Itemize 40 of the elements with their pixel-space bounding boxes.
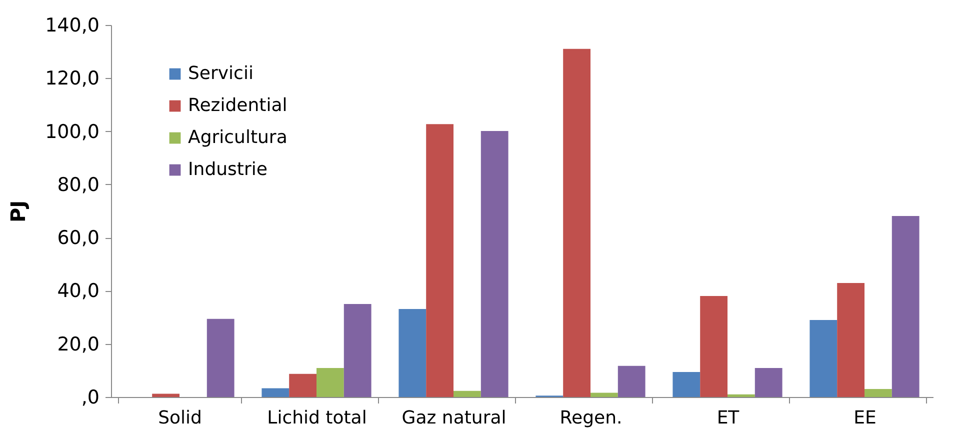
legend-label: Servicii — [188, 63, 254, 84]
y-tick-label: 140,0 — [45, 14, 100, 36]
bar — [289, 374, 316, 397]
bar — [754, 368, 782, 397]
bar — [480, 131, 508, 397]
y-tick-label: 80,0 — [57, 174, 100, 196]
bar — [344, 304, 372, 397]
legend-label: Industrie — [188, 159, 268, 180]
bar — [426, 124, 454, 397]
bar — [262, 388, 290, 397]
x-tick-label: Regen. — [560, 408, 622, 428]
bar — [810, 320, 838, 397]
x-tick-label: Gaz natural — [402, 408, 506, 428]
bar — [563, 48, 590, 397]
bar — [590, 392, 618, 397]
x-tick-label: ET — [716, 408, 740, 428]
y-tick-label: 40,0 — [57, 280, 100, 302]
bar — [700, 296, 728, 397]
bar — [316, 368, 344, 397]
y-tick-label: 20,0 — [57, 333, 100, 356]
bar — [864, 389, 892, 397]
y-tick-label: ,0 — [81, 386, 100, 408]
bar — [152, 394, 180, 397]
legend-label: Rezidential — [188, 95, 288, 116]
bar — [892, 216, 920, 397]
y-tick-label: 100,0 — [45, 120, 100, 143]
bar — [728, 394, 755, 397]
y-axis-title: PJ — [6, 200, 30, 223]
bar — [618, 366, 646, 397]
y-tick-label: 60,0 — [57, 227, 100, 250]
bar — [206, 318, 234, 397]
bar — [454, 390, 481, 397]
x-tick-label: EE — [854, 408, 876, 428]
bar — [837, 283, 864, 397]
y-tick-label: 120,0 — [45, 68, 100, 90]
bar — [672, 372, 700, 397]
x-tick-label: Lichid total — [267, 408, 367, 428]
bar — [398, 309, 426, 397]
x-tick-label: Solid — [158, 408, 202, 428]
legend-label: Agricultura — [188, 127, 288, 148]
